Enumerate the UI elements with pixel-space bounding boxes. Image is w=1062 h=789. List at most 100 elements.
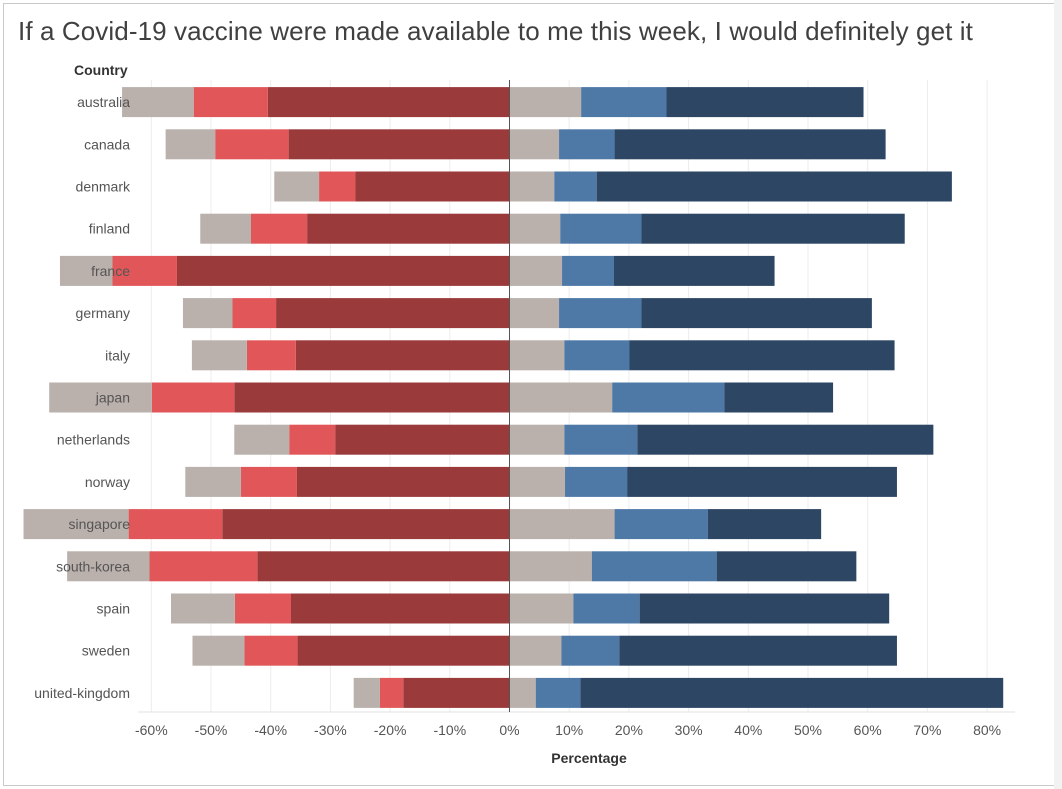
bar-segment [509,677,536,708]
bar-segment [564,424,638,455]
bar-segment [403,677,510,708]
bar-segment [250,213,308,244]
x-axis-ticks: -60% -50% -40% -30% -20% -10% 0% 10% 20% 30% 40% 50… [135,722,1001,738]
bar-segment [267,87,510,118]
bar-segment [276,298,510,329]
bar-segment [297,635,510,666]
bar-segment [240,466,297,497]
x-tick-label: -50% [195,722,228,738]
bar-segment [176,255,510,286]
x-axis-title: Percentage [551,750,627,766]
bar-segment [554,171,597,202]
bar-segment [222,509,510,540]
bar-segment [580,677,1004,708]
bar-segment [296,466,510,497]
bar-segment [244,635,298,666]
bar-segment [596,171,952,202]
bar-segment [716,551,857,582]
bar-segment [290,593,510,624]
bar-segment [637,424,934,455]
x-tick-label: 50% [794,722,822,738]
bar-segment [182,298,233,329]
bar-segment [193,87,268,118]
x-tick-label: -60% [135,722,168,738]
bar-segment [561,635,620,666]
x-tick-label: 30% [675,722,703,738]
x-tick-label: -20% [374,722,407,738]
bar-segment [165,129,216,160]
category-label: japan [95,390,130,406]
bar-segment [612,382,725,413]
bar-segment [509,509,615,540]
x-tick-label: -10% [433,722,466,738]
bars [23,87,1004,708]
bar-segment [535,677,581,708]
bar-segment [215,129,289,160]
bar-segment [234,382,510,413]
category-label: germany [76,305,130,321]
bar-segment [560,213,642,244]
bar-segment [257,551,510,582]
bar-segment [185,466,241,497]
bar-segment [200,213,251,244]
x-tick-label: 80% [973,722,1001,738]
bar-segment [509,382,613,413]
bar-segment [724,382,834,413]
bar-segment [559,298,642,329]
bar-segment [509,635,562,666]
bar-segment [355,171,510,202]
bar-segment [379,677,404,708]
category-label: france [91,263,130,279]
bar-segment [171,593,235,624]
bar-segment [335,424,510,455]
bar-segment [232,298,277,329]
bar-segment [149,551,258,582]
bar-segment [509,87,582,118]
bar-segment [353,677,380,708]
bar-segment [246,340,296,371]
category-header: Country [74,62,128,78]
bar-segment [639,593,890,624]
bar-segment [591,551,717,582]
bar-segment [307,213,510,244]
bar-segment [234,593,291,624]
bar-segment [151,382,235,413]
bar-segment [573,593,640,624]
bar-segment [559,129,615,160]
bar-segment [509,466,566,497]
bar-segment [627,466,897,497]
x-tick-label: 10% [555,722,583,738]
bar-segment [509,593,574,624]
bar-segment [509,213,561,244]
bar-segment [581,87,667,118]
bar-segment [59,255,113,286]
category-label: spain [97,601,130,617]
bar-segment [666,87,864,118]
bar-segment [629,340,895,371]
bar-segment [562,255,614,286]
x-tick-label: -30% [314,722,347,738]
bar-segment [274,171,320,202]
bar-segment [234,424,290,455]
bar-segment [191,340,247,371]
category-label: netherlands [57,432,130,448]
bar-segment [707,509,822,540]
bar-segment [614,509,708,540]
x-tick-label: 0% [499,722,519,738]
bar-segment [565,466,628,497]
x-tick-label: 40% [734,722,762,738]
bar-segment [289,424,336,455]
category-label: norway [85,474,130,490]
bar-segment [23,509,129,540]
x-tick-label: 60% [854,722,882,738]
category-label: australia [77,94,130,110]
bar-segment [613,255,775,286]
bar-segment [509,129,560,160]
bar-segment [112,255,177,286]
category-label: finland [89,221,130,237]
bar-segment [128,509,223,540]
window-edge [1054,0,1062,789]
x-tick-label: 70% [913,722,941,738]
bar-segment [614,129,886,160]
bar-segment [295,340,510,371]
